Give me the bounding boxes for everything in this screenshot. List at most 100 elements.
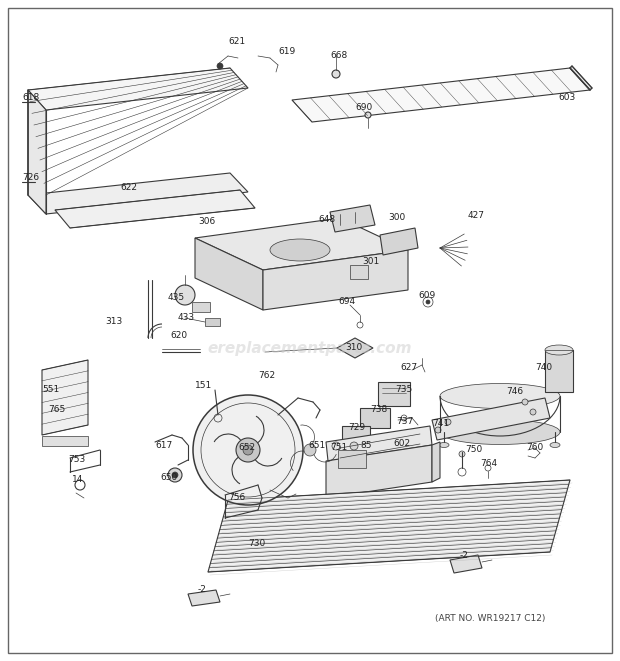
Text: 650: 650 [160, 473, 177, 483]
Text: 751: 751 [330, 444, 347, 453]
Text: 551: 551 [42, 385, 60, 395]
Bar [338, 450, 366, 468]
Text: 609: 609 [418, 292, 435, 301]
Polygon shape [208, 480, 570, 572]
Polygon shape [42, 360, 88, 435]
Text: -2: -2 [198, 586, 207, 594]
Circle shape [459, 451, 465, 457]
Text: 726: 726 [22, 173, 39, 182]
Polygon shape [195, 218, 408, 270]
Text: 621: 621 [228, 38, 245, 46]
Polygon shape [188, 590, 220, 606]
Bar [360, 408, 390, 428]
Ellipse shape [439, 442, 449, 447]
Bar [545, 350, 573, 392]
Text: 668: 668 [330, 50, 347, 59]
Text: 737: 737 [396, 418, 414, 426]
Text: -2: -2 [460, 551, 469, 559]
Bar [378, 382, 410, 406]
Circle shape [193, 395, 303, 505]
Text: 310: 310 [345, 344, 362, 352]
Text: 427: 427 [468, 212, 485, 221]
Circle shape [175, 285, 195, 305]
Polygon shape [55, 190, 255, 228]
Bar [205, 318, 220, 326]
Polygon shape [450, 555, 482, 573]
Text: 730: 730 [248, 539, 265, 549]
Text: 690: 690 [355, 104, 372, 112]
Text: 738: 738 [370, 405, 388, 414]
Text: 313: 313 [105, 317, 122, 327]
Text: 740: 740 [535, 364, 552, 373]
Text: 433: 433 [178, 313, 195, 323]
Text: 765: 765 [48, 405, 65, 414]
Circle shape [172, 472, 178, 478]
Polygon shape [28, 90, 46, 214]
Circle shape [236, 438, 260, 462]
Text: 760: 760 [526, 444, 543, 453]
Circle shape [445, 419, 451, 425]
Bar [342, 426, 370, 444]
Polygon shape [263, 250, 408, 310]
Text: 735: 735 [395, 385, 412, 395]
Text: 618: 618 [22, 93, 39, 102]
Text: 762: 762 [258, 371, 275, 381]
Bar [350, 265, 368, 279]
Text: 617: 617 [155, 442, 172, 451]
Polygon shape [330, 205, 375, 232]
Circle shape [435, 427, 441, 433]
Circle shape [530, 409, 536, 415]
Circle shape [304, 444, 316, 456]
Polygon shape [432, 398, 550, 440]
Polygon shape [380, 228, 418, 255]
Ellipse shape [440, 383, 560, 408]
Circle shape [426, 300, 430, 304]
Text: 620: 620 [170, 332, 187, 340]
Text: 435: 435 [168, 293, 185, 303]
Polygon shape [292, 68, 590, 122]
Text: 622: 622 [120, 184, 137, 192]
Polygon shape [326, 426, 432, 461]
Ellipse shape [545, 345, 573, 355]
Text: 741: 741 [432, 420, 449, 428]
Text: 603: 603 [558, 93, 575, 102]
Circle shape [350, 442, 358, 450]
Circle shape [168, 468, 182, 482]
Text: 746: 746 [506, 387, 523, 397]
Ellipse shape [440, 420, 560, 444]
Text: 750: 750 [465, 446, 482, 455]
Ellipse shape [270, 239, 330, 261]
Text: 729: 729 [348, 424, 365, 432]
Text: 764: 764 [480, 459, 497, 469]
Text: 652: 652 [238, 444, 255, 453]
Bar [192, 302, 210, 312]
Polygon shape [28, 68, 248, 110]
Text: 602: 602 [393, 440, 410, 449]
Text: 14: 14 [72, 475, 83, 485]
Text: 301: 301 [362, 258, 379, 266]
Polygon shape [432, 442, 440, 482]
Text: 694: 694 [338, 297, 355, 307]
Text: 151: 151 [195, 381, 212, 391]
Ellipse shape [550, 442, 560, 447]
Circle shape [522, 399, 528, 405]
Text: 300: 300 [388, 214, 405, 223]
Text: 648: 648 [318, 215, 335, 225]
Circle shape [217, 63, 223, 69]
Text: 85: 85 [360, 442, 371, 451]
Circle shape [243, 445, 253, 455]
Text: (ART NO. WR19217 C12): (ART NO. WR19217 C12) [435, 613, 545, 623]
Text: 753: 753 [68, 455, 86, 465]
Bar [42, 436, 88, 446]
Circle shape [365, 112, 371, 118]
Polygon shape [195, 238, 263, 310]
Polygon shape [570, 66, 592, 90]
Text: ereplacementparts.com: ereplacementparts.com [208, 340, 412, 356]
Polygon shape [326, 445, 432, 498]
Text: 619: 619 [278, 48, 295, 56]
Text: 627: 627 [400, 364, 417, 373]
Text: 306: 306 [198, 217, 215, 227]
Text: 651: 651 [308, 442, 326, 451]
Polygon shape [28, 173, 248, 214]
Circle shape [332, 70, 340, 78]
